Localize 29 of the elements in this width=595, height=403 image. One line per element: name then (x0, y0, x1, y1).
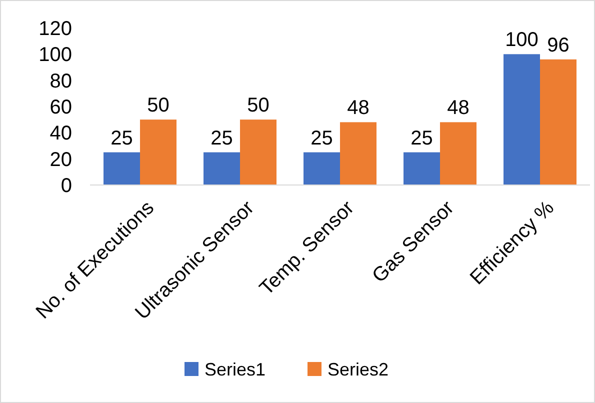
data-label: 48 (447, 97, 470, 120)
y-tick-label: 80 (50, 70, 72, 92)
data-label: 25 (210, 127, 233, 150)
bar (404, 152, 440, 185)
data-label: 96 (547, 34, 570, 56)
data-label: 50 (247, 94, 270, 117)
data-label: 100 (505, 29, 538, 52)
bar (340, 122, 376, 185)
bar (140, 120, 176, 185)
data-label: 25 (310, 127, 333, 150)
y-tick-label: 60 (50, 96, 72, 118)
y-tick-label: 40 (50, 122, 72, 145)
legend-label: Series2 (328, 359, 389, 380)
y-tick-label: 20 (50, 148, 72, 171)
bar (104, 152, 140, 185)
data-label: 50 (147, 94, 170, 117)
y-tick-label: 0 (60, 175, 72, 197)
y-tick-label: 120 (38, 18, 72, 40)
bar (204, 152, 240, 185)
bar (440, 122, 476, 185)
y-tick-label: 100 (38, 44, 72, 66)
bar (540, 59, 576, 185)
bar (304, 152, 340, 185)
data-label: 48 (347, 97, 370, 120)
legend-label: Series1 (204, 359, 266, 380)
data-label: 25 (410, 127, 433, 150)
bar (504, 54, 540, 185)
bar (240, 120, 276, 185)
data-label: 25 (110, 127, 133, 150)
